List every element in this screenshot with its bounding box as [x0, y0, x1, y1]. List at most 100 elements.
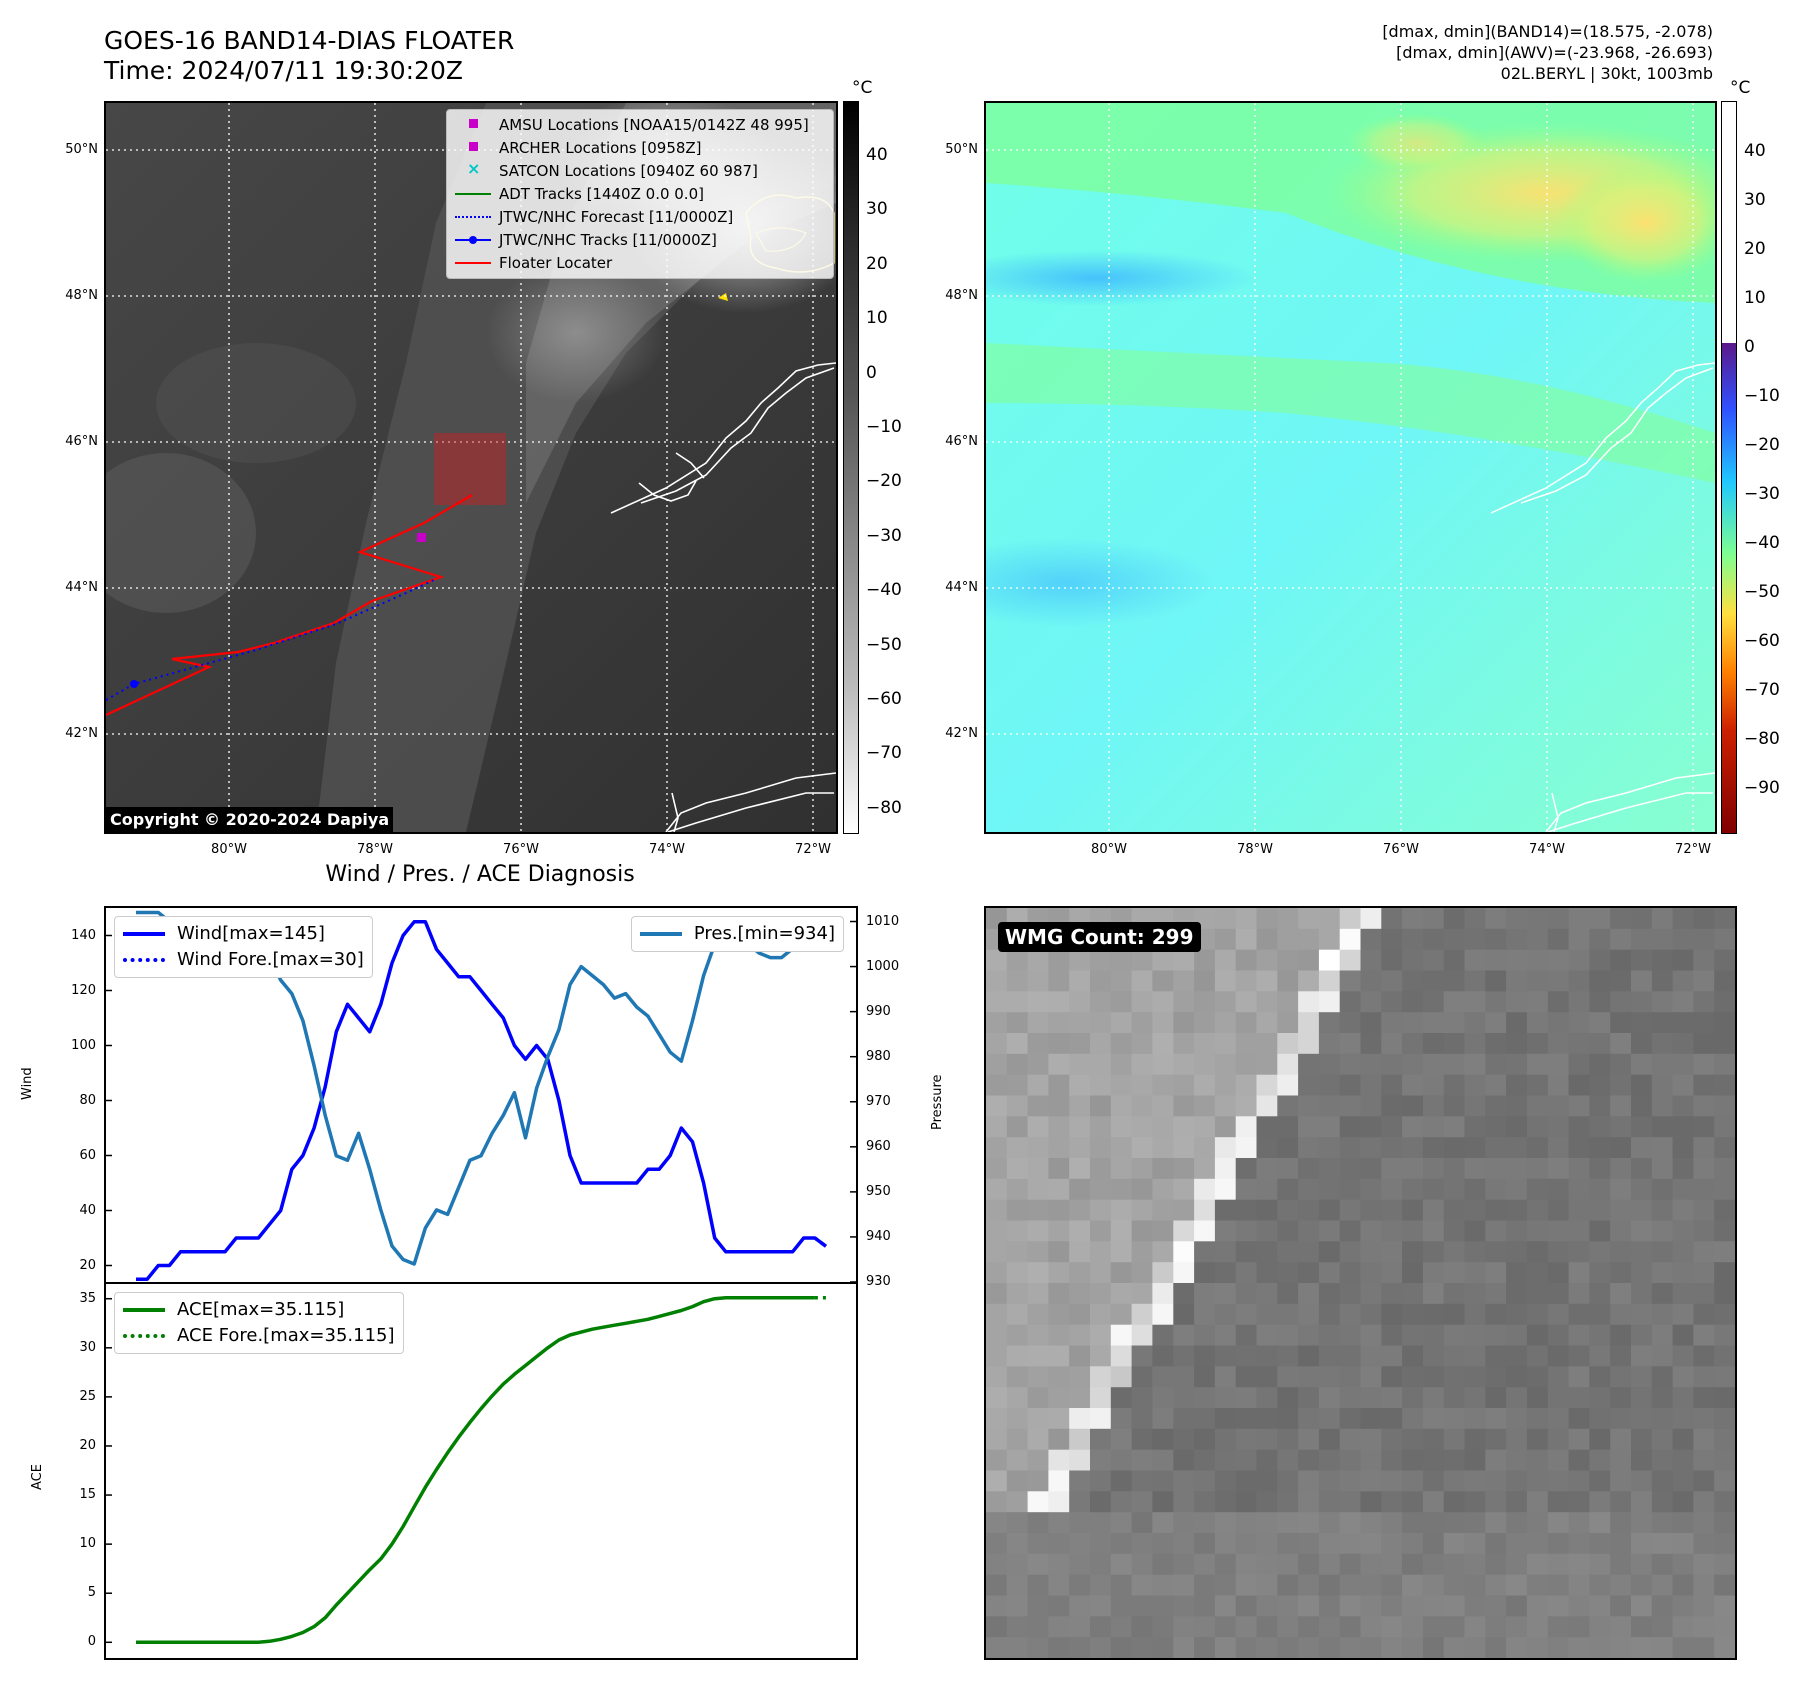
pressure-y-tick: 990 — [866, 1003, 891, 1019]
wind-y-tick: 40 — [79, 1202, 96, 1218]
colorbar-tick: −50 — [866, 634, 902, 655]
colorbar-unit-left: °C — [852, 78, 873, 98]
colorbar-tick: 30 — [1744, 190, 1766, 210]
ace-series-line — [136, 1295, 815, 1645]
coastline — [610, 362, 836, 832]
ace-y-tick: 15 — [79, 1487, 96, 1503]
ace-legend: ACE[max=35.115] ACE Fore.[max=35.115] — [114, 1292, 404, 1354]
colorbar-tick: −20 — [1744, 435, 1780, 455]
ace-y-tick: 20 — [79, 1437, 96, 1453]
map-legend-label: ADT Tracks [1440Z 0.0 0.0] — [499, 185, 704, 203]
colorbar-tick: −80 — [866, 797, 902, 818]
wind-fore-legend-label: Wind Fore.[max=30] — [177, 949, 364, 970]
lat-tick-label: 50°N — [945, 142, 978, 157]
awv-map-canvas — [986, 103, 1715, 832]
map-legend-swatch — [455, 216, 491, 218]
pressure-y-tick: 950 — [866, 1183, 891, 1199]
info-awv-range: [dmax, dmin](AWV)=(-23.968, -26.693) — [1396, 43, 1713, 62]
map-legend-item: ARCHER Locations [0958Z] — [447, 137, 833, 159]
ace-y-tick: 25 — [79, 1388, 96, 1404]
wind-y-tick: 100 — [71, 1037, 96, 1053]
jtwc-track-point — [130, 680, 138, 688]
pres-legend-swatch — [639, 932, 682, 936]
colorbar-tick: −20 — [866, 471, 902, 492]
pressure-y-tick: 970 — [866, 1093, 891, 1109]
map-legend-label: JTWC/NHC Tracks [11/0000Z] — [499, 231, 717, 249]
colorbar-tick: 20 — [866, 253, 888, 274]
pressure-y-tick: 960 — [866, 1138, 891, 1154]
colorbar-tick: 0 — [866, 362, 877, 383]
lat-tick-label: 48°N — [945, 288, 978, 303]
floater-locater-track — [106, 494, 473, 716]
lat-tick-label: 46°N — [65, 434, 98, 449]
pressure-y-tick: 980 — [866, 1048, 891, 1064]
wind-pres-panel: Wind[max=145] Wind Fore.[max=30] Pres.[m… — [104, 906, 858, 1284]
wind-y-tick: 120 — [71, 982, 96, 998]
pressure-y-tick: 1000 — [866, 958, 900, 974]
ace-axis-label: ACE — [30, 1464, 45, 1490]
pressure-axis-label: Pressure — [930, 1074, 945, 1130]
colorbar-tick: −70 — [866, 743, 902, 764]
colorbar-tick: −10 — [866, 417, 902, 437]
ace-legend-swatch — [123, 1308, 165, 1312]
map-legend-swatch — [455, 193, 491, 195]
diagnosis-title: Wind / Pres. / ACE Diagnosis — [325, 862, 635, 887]
colorbar-tick: 0 — [1744, 337, 1755, 357]
colorbar-tick: −40 — [866, 580, 902, 601]
map-legend-item: AMSU Locations [NOAA15/0142Z 48 995] — [447, 114, 833, 136]
wind-legend: Wind[max=145] Wind Fore.[max=30] — [114, 916, 373, 978]
lat-tick-label: 44°N — [945, 580, 978, 595]
ace-y-tick: 10 — [79, 1536, 96, 1552]
colorbar-tick: 30 — [866, 199, 888, 220]
colorbar-tick: −60 — [866, 689, 902, 709]
info-storm: 02L.BERYL | 30kt, 1003mb — [1500, 64, 1713, 83]
floater-box — [434, 433, 506, 505]
pressure-y-tick: 1010 — [866, 913, 900, 929]
copyright-label: Copyright © 2020-2024 Dapiya — [106, 807, 394, 832]
ir-map-panel: AMSU Locations [NOAA15/0142Z 48 995] ARCH… — [104, 101, 838, 834]
colorbar-tick: 20 — [1744, 239, 1766, 259]
lon-tick-label: 78°W — [1237, 842, 1273, 857]
colorbar-tick: −30 — [866, 525, 902, 546]
ace-legend-label: ACE[max=35.115] — [177, 1299, 345, 1320]
map-legend-label: AMSU Locations [NOAA15/0142Z 48 995] — [499, 116, 809, 134]
colorbar-tick: 40 — [1744, 141, 1766, 161]
map-legend-item: JTWC/NHC Forecast [11/0000Z] — [447, 206, 833, 228]
pres-legend: Pres.[min=934] — [630, 916, 844, 952]
pressure-y-tick: 930 — [866, 1274, 891, 1289]
lat-tick-label: 42°N — [945, 726, 978, 741]
colorbar-tick: −70 — [1744, 680, 1780, 700]
lat-tick-label: 42°N — [65, 726, 98, 741]
map-legend-swatch — [455, 236, 491, 244]
colorbar-tick: −10 — [1744, 386, 1780, 406]
map-legend-swatch — [455, 262, 491, 264]
wind-y-tick: 80 — [79, 1092, 96, 1108]
colorbar-tick: −40 — [1744, 533, 1780, 553]
amsu-marker — [417, 533, 426, 542]
lon-tick-label: 74°W — [1529, 842, 1565, 857]
ace-panel: ACE[max=35.115] ACE Fore.[max=35.115] — [104, 1282, 858, 1660]
map-legend-item: JTWC/NHC Tracks [11/0000Z] — [447, 229, 833, 251]
awv-map-panel — [984, 101, 1717, 834]
colorbar-tick: −50 — [1744, 582, 1780, 602]
ace-y-tick: 35 — [79, 1290, 96, 1306]
wind-axis-label: Wind — [20, 1067, 35, 1100]
colorbar-right — [1721, 101, 1737, 834]
wind-y-tick: 140 — [71, 927, 96, 943]
wmg-image — [986, 908, 1735, 1658]
wmg-panel: WMG Count: 299 — [984, 906, 1737, 1660]
wmg-count-label: WMG Count: 299 — [998, 922, 1201, 952]
jtwc-forecast-track — [106, 578, 437, 701]
lat-tick-label: 50°N — [65, 142, 98, 157]
lon-tick-label: 76°W — [503, 842, 539, 857]
colorbar-tick: −60 — [1744, 631, 1780, 651]
lat-tick-label: 44°N — [65, 580, 98, 595]
lon-tick-label: 72°W — [795, 842, 831, 857]
lat-tick-label: 46°N — [945, 434, 978, 449]
info-band14-range: [dmax, dmin](BAND14)=(18.575, -2.078) — [1382, 22, 1713, 41]
map-legend-item: Floater Locater — [447, 252, 833, 274]
pres-legend-label: Pres.[min=934] — [693, 923, 835, 944]
lon-tick-label: 78°W — [357, 842, 393, 857]
series-line — [813, 1236, 828, 1248]
chart-subtitle-time: Time: 2024/07/11 19:30:20Z — [104, 56, 463, 85]
